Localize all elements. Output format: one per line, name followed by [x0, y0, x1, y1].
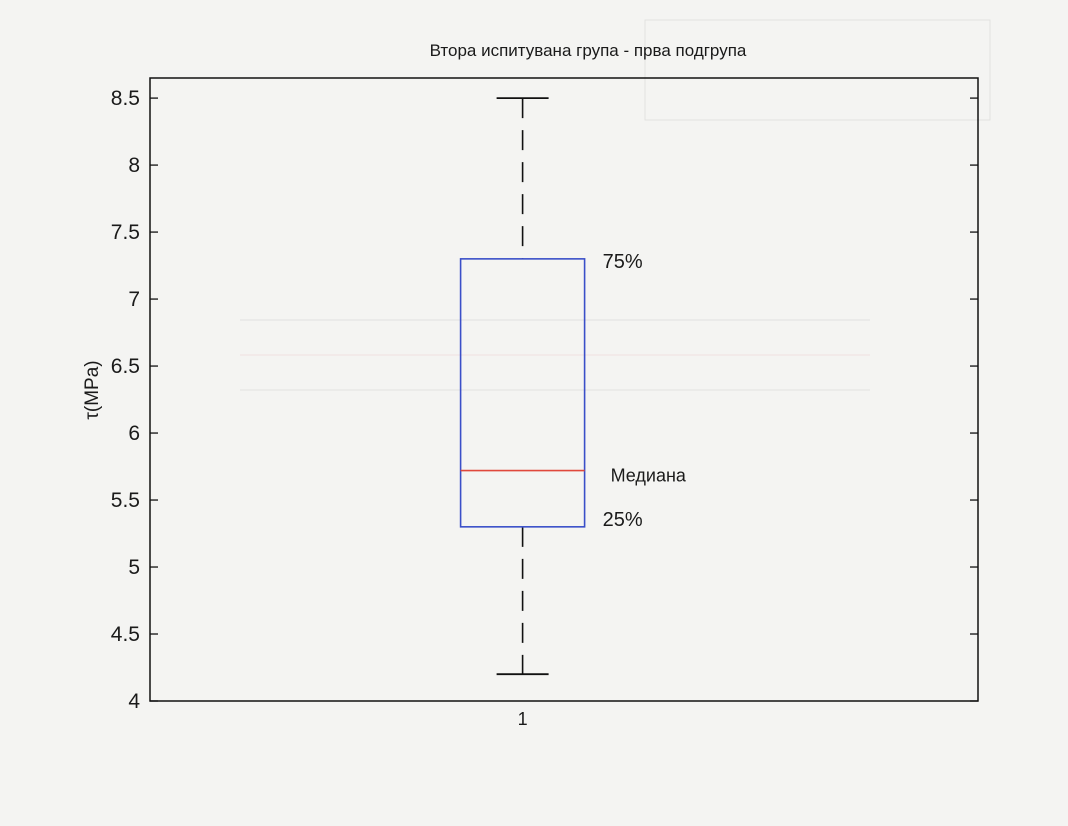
median-annotation: Медиана: [611, 466, 687, 486]
q3-annotation: 75%: [603, 251, 643, 273]
plot-area: [149, 77, 979, 702]
y-tick-label: 4.5: [111, 623, 140, 646]
x-tick-label: 1: [518, 709, 528, 729]
y-tick-label: 8.5: [111, 87, 140, 110]
y-tick-label: 5: [128, 556, 140, 579]
y-tick-label: 6: [128, 422, 140, 445]
y-axis-label: τ(MPa): [82, 360, 103, 419]
y-tick-label: 8: [128, 154, 140, 177]
box-series: [459, 97, 586, 676]
background-bleed: [240, 19, 991, 391]
y-tick-label: 6.5: [111, 355, 140, 378]
y-axis: 4 4.5 5 5.5 6 6.5 7 7.5 8 8.5: [111, 87, 978, 713]
chart-title: Втора испитувана група - прва подгрупа: [430, 41, 747, 60]
y-tick-label: 5.5: [111, 489, 140, 512]
iqr-box: [459, 258, 586, 528]
y-tick-label: 4: [128, 690, 140, 713]
x-axis: 1: [518, 709, 528, 729]
y-tick-label: 7.5: [111, 221, 140, 244]
y-tick-label: 7: [128, 288, 140, 311]
annotations: 75% Медиана 25%: [603, 251, 687, 531]
q1-annotation: 25%: [603, 509, 643, 531]
